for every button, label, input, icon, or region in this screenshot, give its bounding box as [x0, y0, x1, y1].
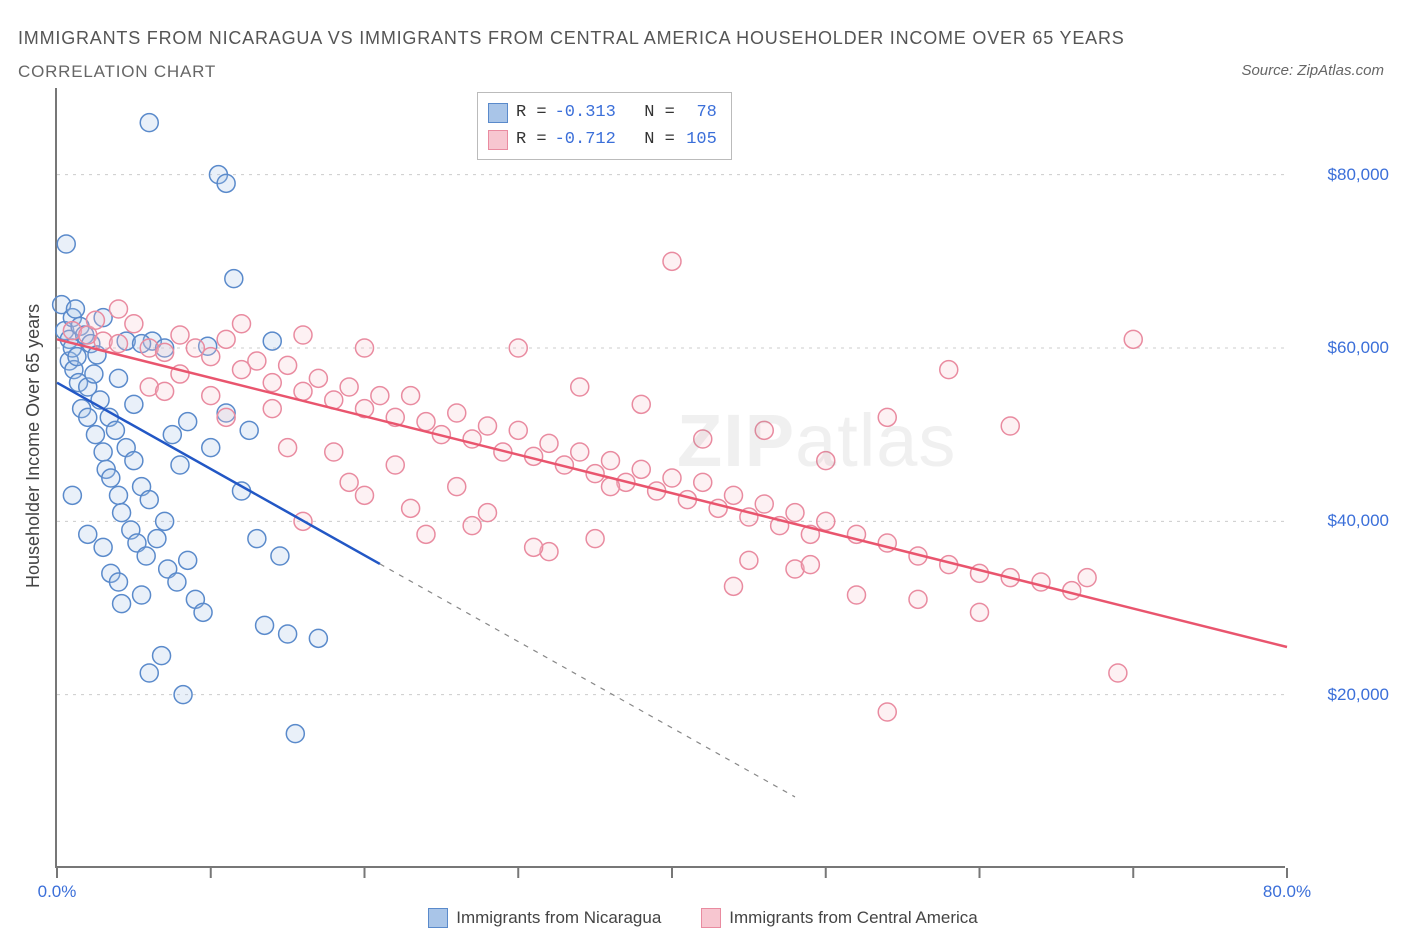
swatch-nicaragua-bottom: [428, 908, 448, 928]
x-tick-label: 80.0%: [1263, 882, 1311, 902]
y-tick-label: $80,000: [1299, 165, 1389, 185]
legend-label-centralamerica: Immigrants from Central America: [729, 908, 977, 928]
bottom-legend: Immigrants from Nicaragua Immigrants fro…: [0, 908, 1406, 928]
y-tick-label: $60,000: [1299, 338, 1389, 358]
chart-title: IMMIGRANTS FROM NICARAGUA VS IMMIGRANTS …: [18, 28, 1125, 49]
corr-row-nicaragua: R = -0.313 N = 78: [488, 99, 717, 126]
legend-item-centralamerica: Immigrants from Central America: [701, 908, 977, 928]
chart-subtitle: CORRELATION CHART: [18, 62, 216, 82]
swatch-centralamerica-bottom: [701, 908, 721, 928]
legend-label-nicaragua: Immigrants from Nicaragua: [456, 908, 661, 928]
corr-row-centralamerica: R = -0.712 N = 105: [488, 126, 717, 153]
y-tick-label: $40,000: [1299, 511, 1389, 531]
chart-svg: [57, 88, 1285, 866]
y-tick-label: $20,000: [1299, 685, 1389, 705]
y-axis-title: Householder Income Over 65 years: [23, 304, 44, 588]
correlation-legend: R = -0.313 N = 78 R = -0.712 N = 105: [477, 92, 732, 160]
swatch-centralamerica: [488, 130, 508, 150]
x-tick-label: 0.0%: [38, 882, 77, 902]
source-attribution: Source: ZipAtlas.com: [1241, 62, 1384, 79]
legend-item-nicaragua: Immigrants from Nicaragua: [428, 908, 661, 928]
swatch-nicaragua: [488, 103, 508, 123]
plot-area: ZIPatlas Householder Income Over 65 year…: [55, 88, 1285, 868]
